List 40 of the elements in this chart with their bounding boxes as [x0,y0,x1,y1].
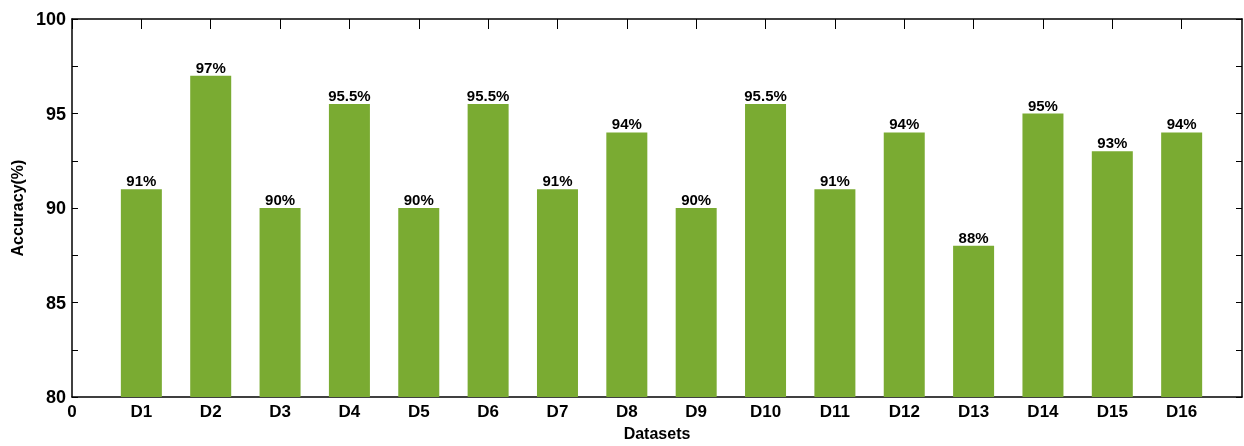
data-label: 90% [403,191,434,209]
x-tick-label: D10 [749,402,782,422]
x-tick-label: D13 [958,402,990,422]
x-tick-label: D2 [199,402,222,422]
y-tick-label: 95 [45,103,66,124]
y-tick-label: 90 [45,198,66,219]
x-tick-label: D14 [1027,402,1060,422]
x-tick-label: D15 [1096,402,1128,422]
data-label: 94% [889,115,920,133]
x-tick-label: D4 [338,402,361,422]
data-label: 95.5% [466,87,510,105]
x-tick-label: D8 [615,402,638,422]
data-label: 95% [1027,96,1058,114]
y-tick-label: 100 [35,9,66,29]
x-tick-label: D3 [269,402,291,422]
x-tick-label: D7 [546,402,569,422]
x-tick-label: D1 [130,402,153,422]
x-axis-title: Datasets [623,424,691,442]
data-label: 91% [126,172,157,190]
data-label: 97% [195,58,226,76]
y-axis-title: Accuracy(%) [8,159,26,257]
x-tick-label: D5 [407,402,430,422]
data-label: 94% [1166,115,1197,133]
data-label: 91% [819,172,850,190]
data-label: 95.5% [328,87,371,105]
x-tick-label: D9 [685,402,708,422]
data-label: 93% [1097,134,1128,152]
data-label: 95.5% [744,87,787,105]
y-tick-label: 80 [45,387,66,408]
x-tick-label: D11 [819,402,851,422]
x-tick-label: D6 [477,402,499,422]
y-tick-label: 85 [45,292,66,313]
data-label: 94% [611,115,642,133]
data-label: 90% [681,191,712,209]
x-tick-label: 0 [67,402,77,422]
data-label: 90% [265,191,296,209]
data-label: 88% [958,228,989,246]
data-label: 91% [542,172,573,190]
x-tick-label: D16 [1166,402,1198,422]
x-tick-label: D12 [888,402,920,422]
